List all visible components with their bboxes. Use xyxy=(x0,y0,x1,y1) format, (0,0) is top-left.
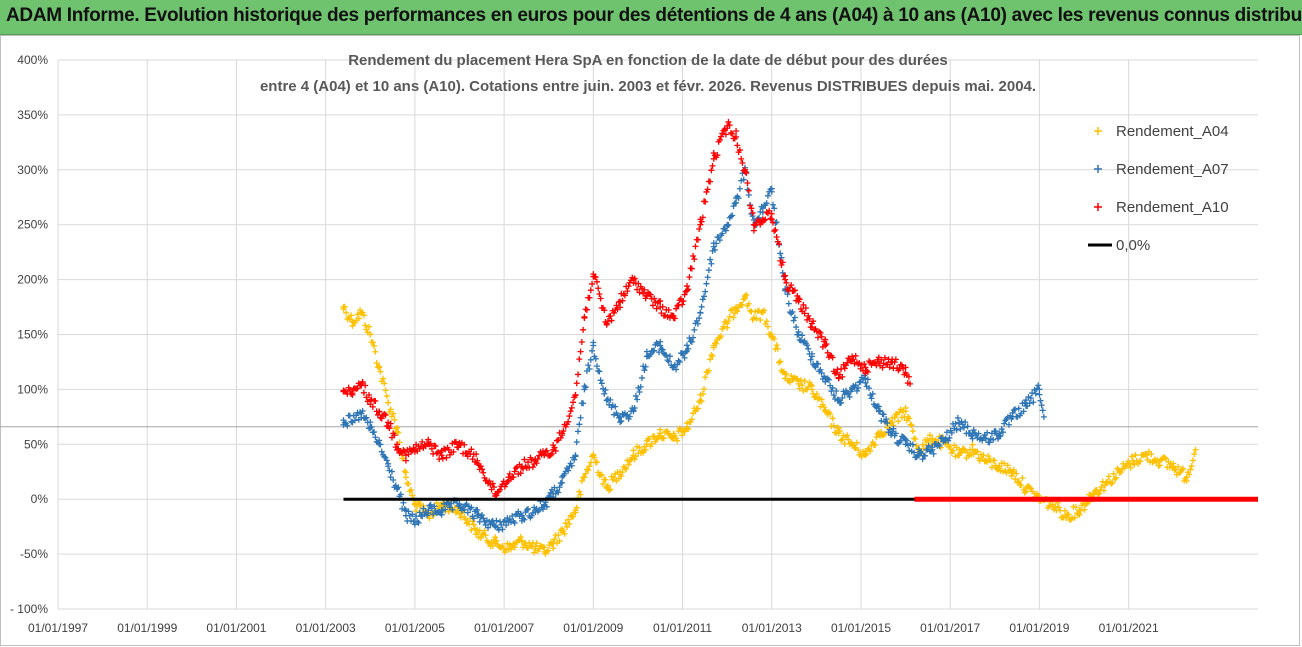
legend-label: Rendement_A04 xyxy=(1116,123,1229,140)
legend-marker xyxy=(1094,127,1102,135)
x-tick-label: 01/01/2021 xyxy=(1099,621,1159,635)
x-tick-label: 01/01/2013 xyxy=(742,621,802,635)
x-tick-label: 01/01/2007 xyxy=(474,621,534,635)
legend-item-a10: Rendement_A10 xyxy=(1094,199,1229,216)
banner: ADAM Informe. Evolution historique des p… xyxy=(0,0,1302,35)
legend-item-zero: 0,0% xyxy=(1088,237,1150,254)
x-tick-label: 01/01/2015 xyxy=(831,621,891,635)
x-tick-label: 01/01/2017 xyxy=(920,621,980,635)
x-tick-label: 01/01/2003 xyxy=(296,621,356,635)
x-tick-label: 01/01/2009 xyxy=(563,621,623,635)
x-tick-label: 01/01/2019 xyxy=(1009,621,1069,635)
series-a04 xyxy=(340,291,1199,557)
series-a07 xyxy=(340,164,1047,533)
legend-marker xyxy=(1094,165,1102,173)
legend-marker xyxy=(1094,203,1102,211)
legend-item-a04: Rendement_A04 xyxy=(1094,123,1229,140)
y-tick-label: 50% xyxy=(24,437,48,451)
y-tick-label: 200% xyxy=(17,273,48,287)
plot-series xyxy=(340,118,1258,557)
chart-frame xyxy=(0,35,1300,646)
legend-label: Rendement_A10 xyxy=(1116,199,1229,216)
x-tick-label: 01/01/2001 xyxy=(206,621,266,635)
y-tick-label: 400% xyxy=(17,53,48,67)
y-tick-label: 0% xyxy=(31,492,49,506)
x-tick-label: 01/01/2011 xyxy=(653,621,712,635)
y-tick-label: - 100% xyxy=(10,602,48,616)
chart-title-line2: entre 4 (A04) et 10 ans (A10). Cotations… xyxy=(260,78,1036,95)
series-a10 xyxy=(340,118,914,500)
y-tick-label: 250% xyxy=(17,218,48,232)
banner-title: ADAM Informe. Evolution historique des p… xyxy=(6,5,1302,26)
y-tick-label: 150% xyxy=(17,328,48,342)
y-axis-ticks: 400% 350% 300% 250% 200% 150% 100% 50% 0% -50% - 1… xyxy=(10,53,48,616)
gridlines xyxy=(57,59,1258,610)
y-tick-label: 350% xyxy=(17,108,48,122)
legend-label: Rendement_A07 xyxy=(1116,161,1229,178)
legend: Rendement_A04 Rendement_A07 Rendement_A10 0… xyxy=(1088,123,1229,254)
y-tick-label: 100% xyxy=(17,382,48,396)
x-axis-ticks: 01/01/1997 01/01/1999 01/01/2001 01/01/2003… xyxy=(28,621,1159,635)
legend-label: 0,0% xyxy=(1116,237,1150,254)
x-tick-label: 01/01/2005 xyxy=(385,621,445,635)
x-tick-label: 01/01/1997 xyxy=(28,621,88,635)
x-tick-label: 01/01/1999 xyxy=(117,621,177,635)
y-tick-label: -50% xyxy=(20,547,48,561)
legend-item-a07: Rendement_A07 xyxy=(1094,161,1229,178)
chart-title-line1: Rendement du placement Hera SpA en fonct… xyxy=(348,52,948,69)
y-tick-label: 300% xyxy=(17,163,48,177)
